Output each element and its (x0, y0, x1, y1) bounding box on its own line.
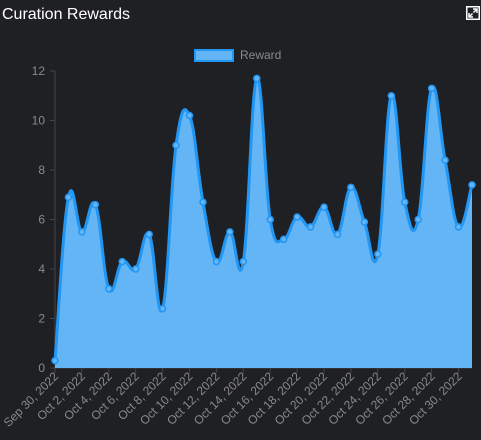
reward-data-point (172, 141, 180, 149)
reward-data-point (427, 84, 436, 93)
reward-data-point (253, 74, 261, 83)
expand-icon[interactable] (466, 6, 480, 20)
reward-data-point (468, 181, 476, 189)
y-tick-label: 8 (38, 163, 45, 177)
reward-data-point (347, 183, 355, 192)
reward-data-point (64, 193, 73, 201)
reward-data-point (51, 356, 59, 365)
reward-data-point (333, 230, 342, 239)
reward-data-point (91, 200, 100, 209)
reward-data-point (414, 215, 422, 224)
reward-data-point (400, 198, 409, 206)
reward-data-point (212, 257, 221, 266)
reward-data-point (454, 223, 463, 231)
reward-data-point (387, 92, 396, 100)
y-tick-label: 10 (32, 114, 46, 128)
reward-data-point (105, 285, 113, 293)
reward-data-point (78, 228, 86, 236)
legend-label-reward: Reward (240, 48, 282, 62)
reward-data-point (145, 230, 153, 239)
y-tick-label: 4 (38, 262, 45, 276)
reward-data-point (118, 257, 127, 266)
reward-data-point (239, 257, 248, 266)
chart-legend[interactable]: Reward (194, 47, 281, 63)
y-tick-label: 12 (32, 64, 46, 78)
reward-data-point (441, 156, 449, 164)
y-tick-label: 0 (38, 361, 45, 375)
reward-data-point (374, 250, 382, 258)
reward-data-point (226, 228, 234, 236)
reward-data-point (131, 265, 140, 273)
y-tick-label: 6 (38, 213, 45, 227)
reward-area-fill (55, 77, 472, 369)
reward-data-point (306, 223, 315, 231)
panel-title: Curation Rewards (2, 6, 131, 23)
reward-data-point (360, 218, 369, 226)
reward-data-point (293, 213, 301, 221)
reward-data-point (185, 111, 194, 120)
y-tick-label: 2 (38, 312, 45, 326)
reward-data-point (199, 198, 207, 206)
reward-data-point (266, 215, 274, 224)
reward-data-point (158, 304, 167, 313)
reward-data-point (320, 203, 328, 211)
legend-swatch-reward (194, 48, 234, 62)
reward-data-point (279, 235, 288, 244)
